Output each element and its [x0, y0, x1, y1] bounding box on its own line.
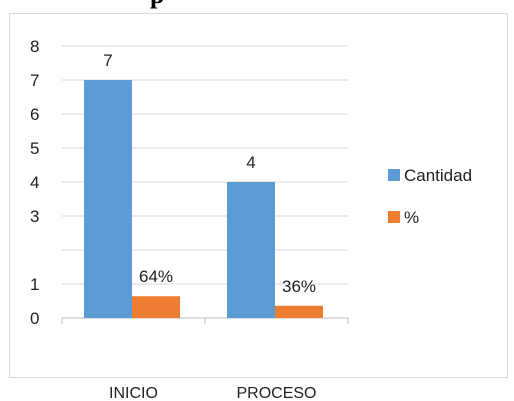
bar-cantidad-inicio: [84, 80, 132, 318]
y-tick-label: 3: [30, 207, 39, 226]
legend-label: Cantidad: [404, 166, 472, 185]
legend-label: %: [404, 208, 419, 227]
chart-title-fragment: p: [0, 0, 514, 10]
bar-cantidad-proceso: [227, 182, 275, 318]
title-fragment-text: p: [150, 0, 164, 10]
category-label: PROCESO: [236, 385, 316, 401]
bar--inicio: [132, 296, 180, 318]
data-label: 64%: [139, 267, 173, 286]
y-tick-label: 6: [30, 105, 39, 124]
chart-area: [9, 13, 508, 378]
y-tick-label: 5: [30, 139, 39, 158]
y-tick-label: 7: [30, 71, 39, 90]
legend-swatch: [388, 169, 400, 181]
data-label: 7: [103, 51, 112, 70]
y-tick-label: 4: [30, 173, 39, 192]
y-tick-label: 8: [30, 37, 39, 56]
legend-swatch: [388, 211, 400, 223]
bar--proceso: [275, 305, 323, 318]
y-tick-label: 0: [30, 309, 39, 328]
data-label: 36%: [282, 277, 316, 296]
data-label: 4: [246, 153, 255, 172]
y-tick-label: 1: [30, 275, 39, 294]
category-label: INICIO: [109, 385, 158, 401]
